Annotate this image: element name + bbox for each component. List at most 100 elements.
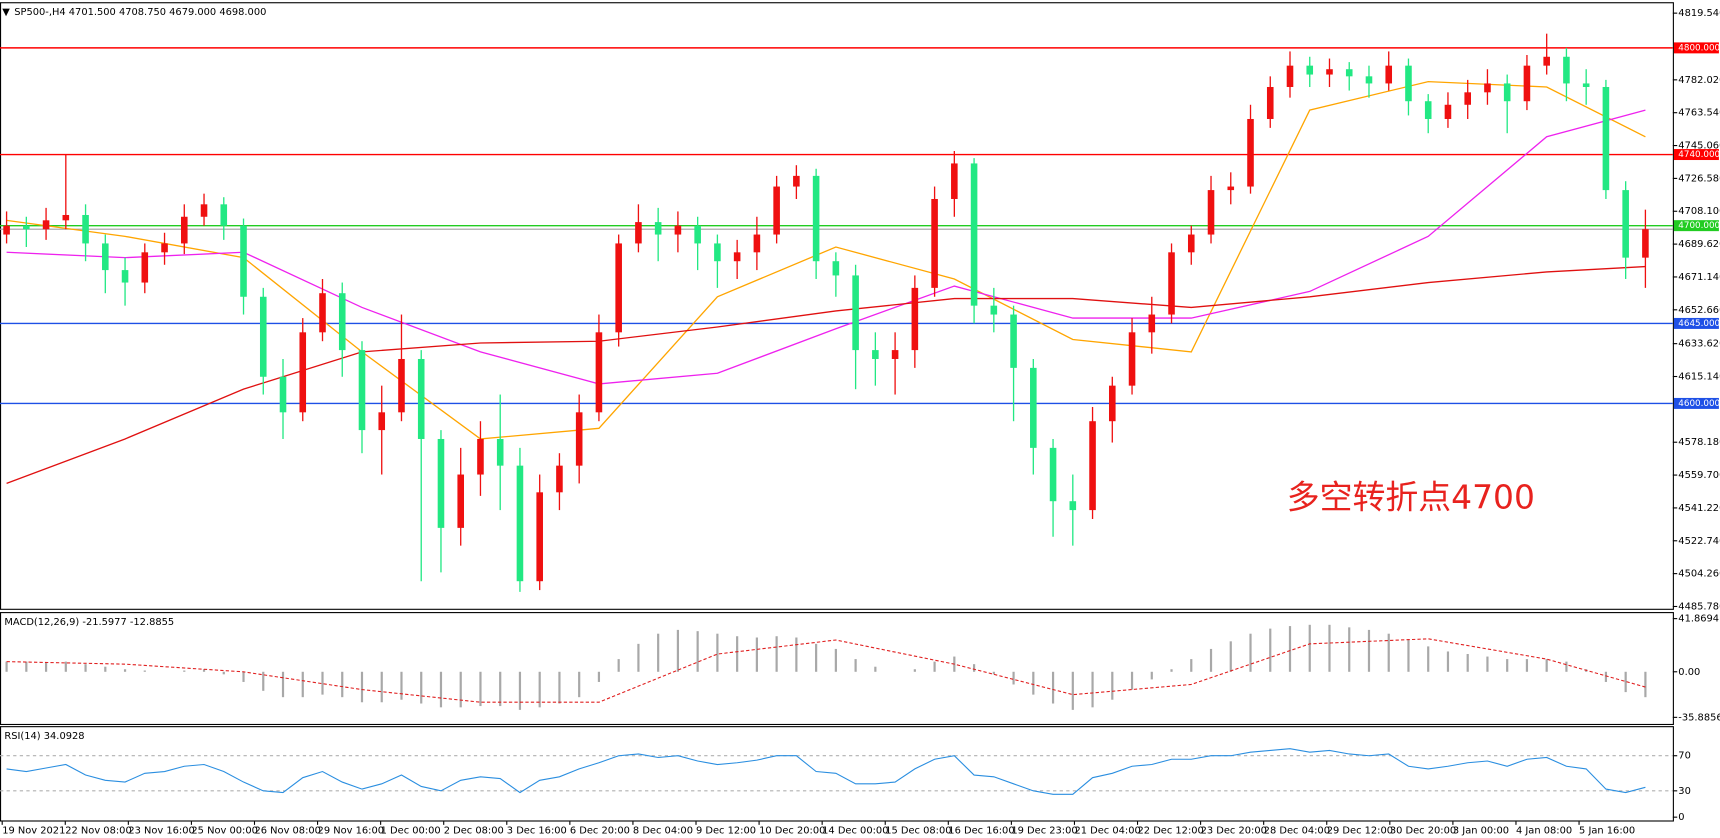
y-tick-label: 4763.540	[1678, 108, 1720, 119]
macd-bar	[1111, 671, 1114, 700]
macd-bar	[44, 662, 48, 672]
macd-bar	[1427, 646, 1430, 672]
x-tick-label: 19 Nov 2021	[2, 825, 65, 836]
macd-bar	[637, 643, 640, 672]
candle-body	[240, 225, 247, 297]
x-tick-label: 25 Nov 00:00	[191, 825, 257, 836]
macd-bar	[281, 671, 285, 698]
x-tick-label: 29 Nov 16:00	[318, 825, 384, 836]
macd-bar	[874, 666, 877, 672]
macd-bar	[1249, 633, 1252, 672]
macd-bar	[1229, 641, 1232, 672]
candle-body	[1227, 186, 1235, 191]
macd-bar	[321, 671, 324, 695]
x-tick-label: 23 Nov 16:00	[128, 825, 194, 836]
candle-body	[1266, 86, 1274, 119]
candle-body	[990, 305, 998, 315]
macd-bar	[1051, 671, 1055, 704]
macd-bar	[1209, 648, 1213, 672]
macd-bar	[1269, 628, 1272, 672]
macd-bar	[1071, 671, 1074, 710]
y-tick-label: 4652.660	[1678, 305, 1720, 316]
macd-bar	[1525, 659, 1529, 672]
macd-bar	[1091, 671, 1094, 708]
macd-bar	[716, 633, 719, 672]
macd-bar	[420, 671, 423, 704]
macd-bar	[499, 671, 502, 707]
candle-body	[42, 220, 50, 230]
candle-body	[832, 261, 840, 276]
candle-body	[378, 412, 386, 431]
candle-body	[417, 358, 425, 439]
macd-bar	[242, 671, 245, 682]
candle-body	[477, 438, 484, 475]
candle-body	[793, 175, 800, 187]
candle-body	[102, 243, 109, 271]
macd-bar	[104, 666, 107, 672]
x-tick-label: 21 Dec 04:00	[1074, 825, 1140, 836]
candle-body	[714, 243, 721, 262]
macd-bar	[755, 637, 758, 672]
x-tick-label: 30 Dec 20:00	[1390, 825, 1456, 836]
candle-body	[1642, 229, 1649, 258]
candle-body	[931, 198, 938, 288]
macd-panel	[0, 612, 1674, 726]
macd-bar	[913, 669, 916, 672]
candle-body	[161, 243, 168, 253]
level-tag	[1673, 220, 1719, 232]
candle-body	[1345, 69, 1353, 77]
chart-title: SP500-,H4 4701.500 4708.750 4679.000 469…	[14, 7, 266, 18]
candle-body	[1503, 83, 1511, 102]
candle-body	[1563, 56, 1570, 84]
candle-body	[1286, 65, 1294, 87]
macd-bar	[1565, 661, 1568, 672]
y-tick-label: 4671.140	[1678, 272, 1720, 283]
x-tick-label: 23 Dec 20:00	[1201, 825, 1267, 836]
macd-bar	[795, 637, 798, 672]
macd-bar	[1387, 633, 1390, 672]
candle-body	[1582, 83, 1590, 87]
candle-body	[1484, 83, 1491, 93]
candle-body	[970, 163, 978, 306]
candle-body	[1464, 92, 1471, 105]
macd-bar	[1308, 624, 1311, 672]
y-tick-label: 30	[1678, 786, 1691, 797]
candle-body	[23, 225, 30, 230]
macd-bar	[1170, 669, 1173, 672]
macd-bar	[1624, 671, 1627, 693]
price-panel	[0, 2, 1674, 610]
macd-bar	[617, 659, 620, 672]
macd-bar	[834, 648, 837, 672]
x-tick-label: 22 Nov 08:00	[65, 825, 131, 836]
macd-bar	[1604, 671, 1608, 682]
macd-bar	[1486, 656, 1489, 672]
candle-body	[1148, 314, 1156, 333]
candle-body	[3, 225, 10, 235]
y-tick-label: 4615.140	[1678, 372, 1720, 383]
candle-body	[180, 216, 188, 244]
candle-body	[1424, 101, 1432, 119]
candle-body	[358, 350, 366, 431]
macd-bar	[1032, 671, 1035, 695]
macd-bar	[538, 671, 541, 708]
candle-body	[1365, 76, 1373, 84]
moving-average	[6, 109, 1646, 385]
candle-body	[1069, 501, 1077, 511]
candle-body	[200, 204, 208, 217]
macd-bar	[301, 671, 304, 698]
macd-bar	[1130, 671, 1134, 690]
candle-body	[1049, 447, 1057, 502]
candle-body	[694, 225, 701, 244]
candle-body	[1326, 69, 1333, 75]
x-tick-label: 19 Dec 23:00	[1011, 825, 1077, 836]
candle-body	[516, 465, 524, 582]
rsi-panel	[0, 726, 1674, 822]
macd-bar	[439, 671, 443, 708]
x-tick-label: 22 Dec 12:00	[1138, 825, 1204, 836]
y-tick-label: 4782.020	[1678, 75, 1720, 86]
candle-body	[62, 214, 70, 221]
x-tick-label: 3 Jan 00:00	[1453, 825, 1509, 836]
y-tick-label: 4541.220	[1678, 503, 1720, 514]
